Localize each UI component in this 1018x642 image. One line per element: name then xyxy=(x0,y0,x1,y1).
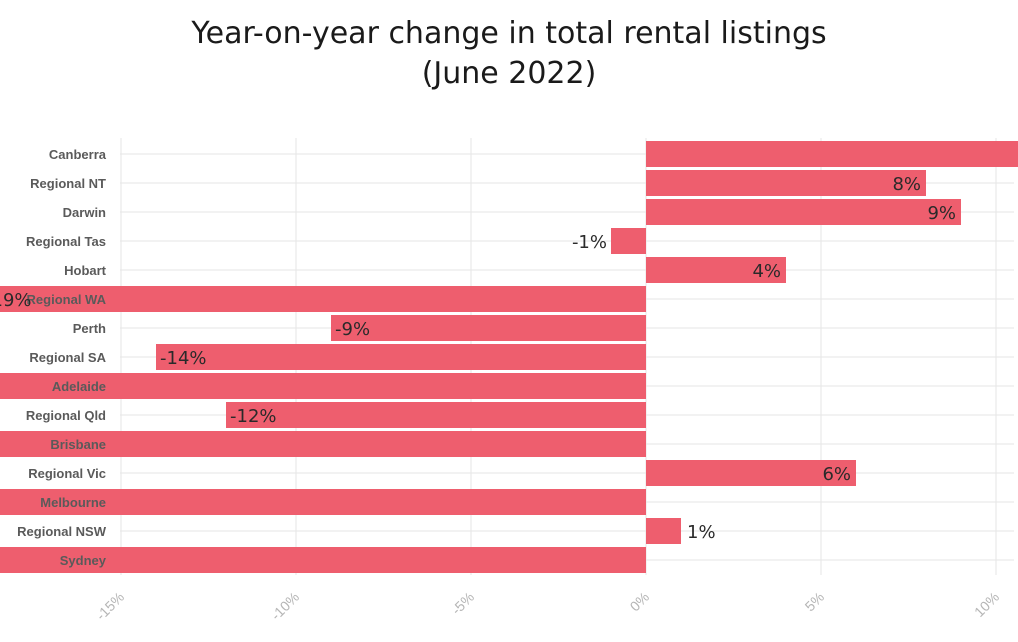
bar-regional-vic xyxy=(646,460,856,486)
bar-hobart xyxy=(646,257,786,283)
bar-regional-wa xyxy=(0,286,646,312)
bar-darwin xyxy=(646,199,961,225)
value-label: -9% xyxy=(335,319,370,340)
category-label: Canberra xyxy=(49,147,107,162)
bar-melbourne xyxy=(0,489,646,515)
value-label: 6% xyxy=(822,464,851,485)
chart-title-main: Year-on-year change in total rental list… xyxy=(191,16,827,51)
bar-regional-sa xyxy=(156,344,646,370)
category-label: Melbourne xyxy=(40,495,106,510)
bar-regional-nt xyxy=(646,170,926,196)
category-label: Regional Qld xyxy=(26,408,106,423)
category-label: Regional NT xyxy=(30,176,106,191)
bars xyxy=(0,141,1018,573)
category-label: Regional NSW xyxy=(17,524,107,539)
value-label: 9% xyxy=(927,203,956,224)
x-tick-label: -10% xyxy=(268,589,302,623)
chart-title: Year-on-year change in total rental list… xyxy=(0,14,1018,94)
value-label: -19% xyxy=(0,290,32,311)
x-tick-label: -15% xyxy=(93,589,127,623)
x-tick-label: -5% xyxy=(448,589,477,618)
category-label: Perth xyxy=(73,321,106,336)
category-label: Regional SA xyxy=(29,350,106,365)
category-label: Regional Tas xyxy=(26,234,106,249)
bar-regional-nsw xyxy=(646,518,681,544)
category-label: Brisbane xyxy=(50,437,106,452)
bar-canberra xyxy=(646,141,1018,167)
x-tick-label: 5% xyxy=(801,589,827,615)
value-label: 8% xyxy=(892,174,921,195)
bar-sydney xyxy=(0,547,646,573)
bar-perth xyxy=(331,315,646,341)
x-tick-label: 10% xyxy=(971,589,1002,620)
bar-adelaide xyxy=(0,373,646,399)
chart-subtitle: (June 2022) xyxy=(421,56,597,91)
x-tick-label: 0% xyxy=(626,589,652,615)
bar-regional-tas xyxy=(611,228,646,254)
x-tick-labels: -30%-25%-20%-15%-10%-5%0%5%10%15%20% xyxy=(93,589,1002,623)
value-label: 4% xyxy=(752,261,781,282)
category-label: Regional WA xyxy=(27,292,107,307)
value-label: -14% xyxy=(160,348,207,369)
value-label: -12% xyxy=(230,406,277,427)
value-label: -1% xyxy=(572,232,607,253)
category-labels: Canberra Regional NT Darwin Regional Tas Hob… xyxy=(17,147,107,568)
category-label: Hobart xyxy=(64,263,107,278)
value-label: 1% xyxy=(687,522,716,543)
value-labels: 21%8%9%-1%4%-19%-9%-14%-20%-12%-24%6%-26… xyxy=(0,174,956,543)
category-label: Regional Vic xyxy=(28,466,106,481)
category-label: Adelaide xyxy=(52,379,106,394)
category-label: Darwin xyxy=(63,205,106,220)
bar-brisbane xyxy=(0,431,646,457)
bar-regional-qld xyxy=(226,402,646,428)
category-label: Sydney xyxy=(60,553,107,568)
